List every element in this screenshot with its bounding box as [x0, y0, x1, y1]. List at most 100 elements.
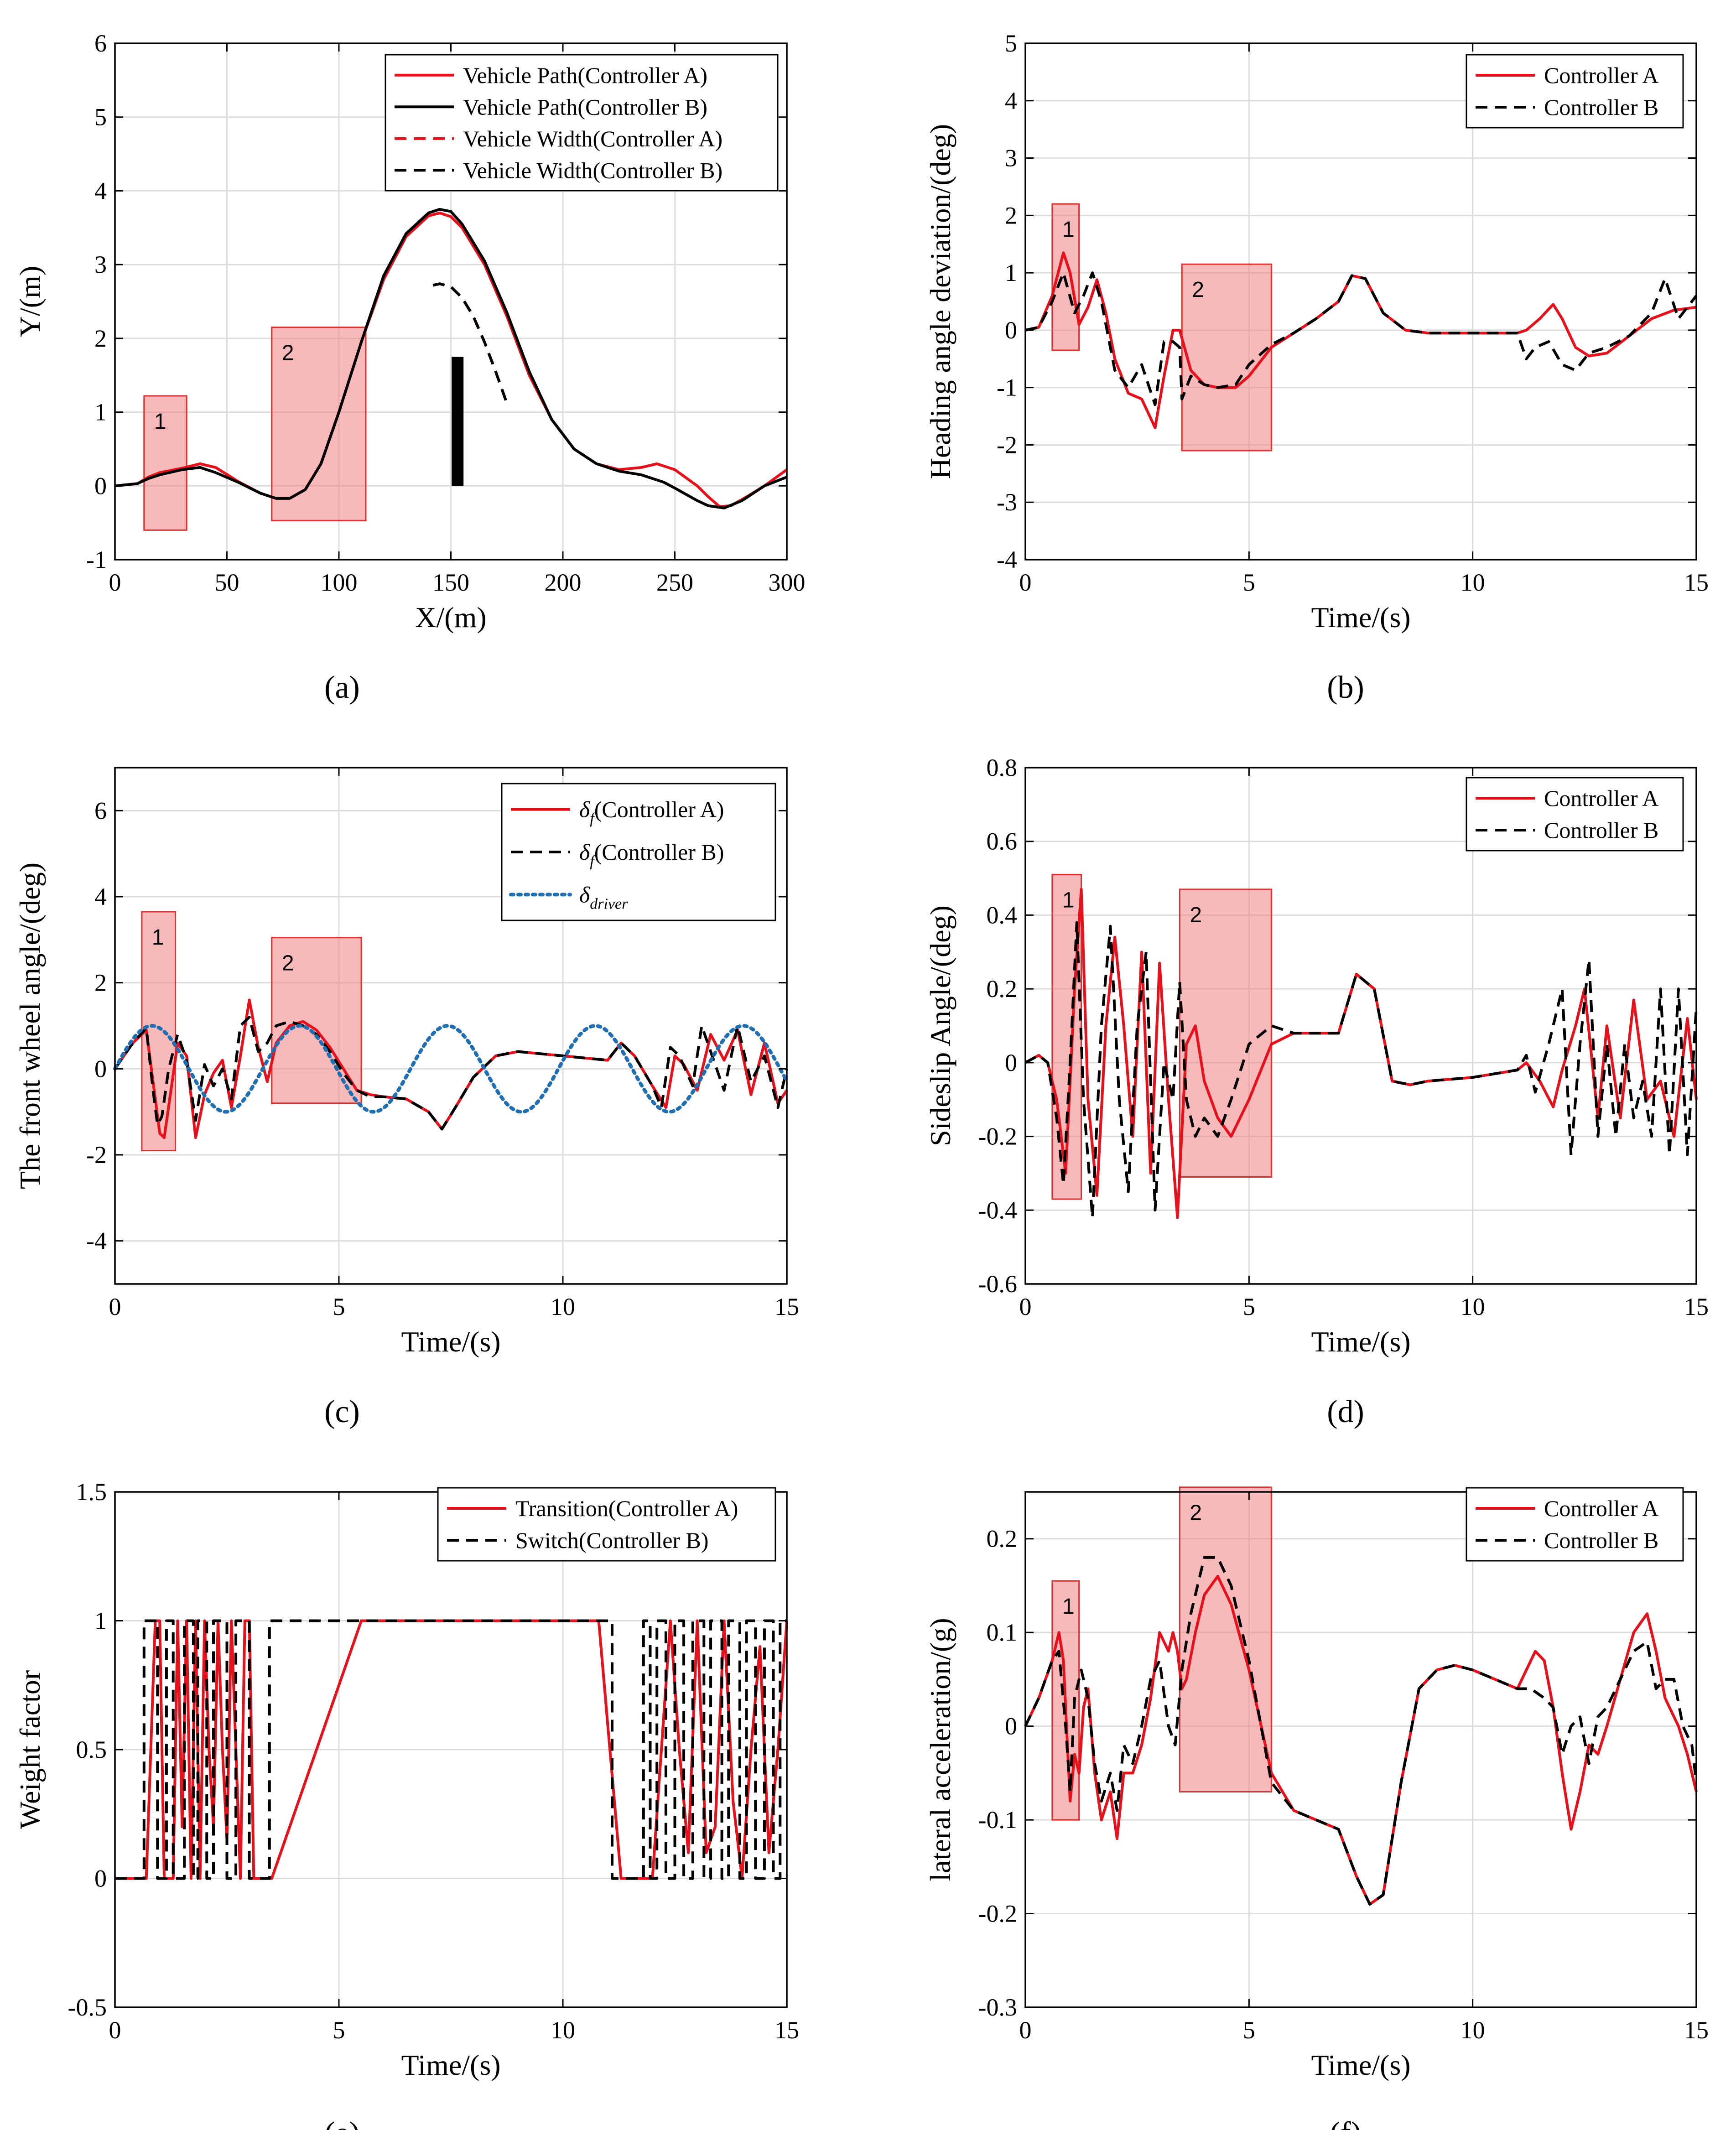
x-tick-label: 5: [333, 1293, 345, 1320]
x-axis-label: X/(m): [415, 601, 486, 634]
y-tick-label: -0.4: [978, 1196, 1017, 1224]
legend-label-2: Controller B: [1544, 94, 1658, 120]
y-axis-label: The front wheel angle/(deg): [14, 862, 46, 1189]
highlight-region-1: [143, 395, 187, 531]
y-tick-label: 0: [94, 472, 107, 499]
legend-label-1: δf(Controller A): [579, 797, 724, 827]
y-tick-label: 2: [94, 969, 107, 997]
y-tick-label: 0.5: [76, 1736, 107, 1763]
x-axis-label: Time/(s): [1311, 1325, 1410, 1358]
series-line-2: [114, 208, 788, 509]
legend-label-2: Switch(Controller B): [515, 1527, 709, 1553]
y-tick-label: 5: [1005, 30, 1017, 57]
y-tick-label: 0: [94, 1865, 107, 1892]
highlight-label-1: 1: [154, 410, 166, 434]
y-tick-label: 4: [94, 883, 107, 910]
y-tick-label: 0: [1005, 1713, 1017, 1740]
x-tick-label: 300: [769, 569, 806, 596]
y-tick-label: -1: [997, 374, 1017, 401]
x-tick-label: 10: [551, 1293, 575, 1320]
y-tick-label: -0.6: [978, 1270, 1017, 1298]
y-tick-label: 0: [1005, 1049, 1017, 1076]
x-tick-label: 0: [1019, 2016, 1032, 2044]
x-tick-label: 100: [321, 569, 358, 596]
y-tick-label: -0.5: [68, 1994, 107, 2021]
y-tick-label: 3: [94, 251, 107, 278]
subplot-c: 1 2 0 5 10 15 -4 -2 0 2 4 6 Time/(s) The front wheel …: [14, 767, 799, 1429]
y-tick-label: 1.5: [76, 1478, 107, 1506]
subplot-d: 1 2 0 5 10 15 -0.6 -0.4 -0.2 0 0.2 0.4 0.6 0.8 Time/(s…: [924, 754, 1709, 1429]
legend-label-1: Controller A: [1544, 62, 1658, 88]
x-tick-label: 15: [1684, 569, 1709, 596]
y-tick-label: 4: [94, 177, 107, 204]
y-tick-label: 3: [1005, 145, 1017, 172]
series-line-1: [114, 211, 788, 508]
legend-box: [385, 54, 779, 192]
obstacle-bar: [452, 357, 464, 486]
legend-label-3: δdriver: [579, 882, 628, 912]
legend-label-1: Controller A: [1544, 1496, 1658, 1521]
y-tick-label: 1: [94, 1607, 107, 1635]
highlight-region-2: [1179, 888, 1272, 1178]
y-tick-label: 2: [1005, 202, 1017, 229]
highlight-label-2: 2: [282, 951, 294, 976]
x-axis-label: Time/(s): [1311, 601, 1410, 634]
subplot-b: 1 2 0 5 10 15 -4 -3 -2 -1 0 1 2 3 4 5 Time/(s) Heading an…: [924, 30, 1709, 705]
highlight-label-1: 1: [1062, 218, 1075, 242]
legend-label-1: Transition(Controller A): [515, 1496, 738, 1521]
y-tick-label: 0.2: [987, 975, 1018, 1003]
x-tick-label: 0: [1019, 569, 1032, 596]
y-tick-label: 1: [94, 399, 107, 426]
series-line-3: [113, 1024, 789, 1114]
axes-frame: [1024, 1491, 1697, 2008]
legend-label-3: Vehicle Width(Controller A): [463, 126, 722, 151]
series-line-2: [1025, 271, 1698, 406]
y-tick-label: 2: [94, 325, 107, 352]
y-tick-label: 0: [94, 1055, 107, 1082]
x-tick-label: 0: [1019, 1293, 1032, 1320]
y-tick-label: -3: [997, 488, 1017, 516]
y-tick-label: -2: [86, 1141, 107, 1169]
y-tick-label: 0.8: [987, 754, 1018, 781]
series-line-2: [115, 1619, 787, 1880]
x-tick-label: 150: [432, 569, 469, 596]
highlight-label-1: 1: [1062, 1595, 1075, 1619]
x-tick-label: 10: [1461, 2016, 1485, 2044]
y-axis-label: lateral acceleration/(g): [924, 1618, 956, 1881]
series-line-1: [115, 1619, 788, 1880]
y-tick-label: 6: [94, 30, 107, 57]
axes-frame: [114, 767, 788, 1285]
x-tick-label: 15: [774, 2016, 799, 2044]
legend-box: [1466, 1487, 1684, 1562]
series-line-4: [432, 282, 509, 404]
highlight-label-2: 2: [1190, 1501, 1202, 1525]
x-tick-label: 15: [1684, 1293, 1709, 1320]
highlight-label-2: 2: [1190, 903, 1202, 927]
y-tick-label: -0.3: [978, 1994, 1017, 2021]
legend-box: [501, 783, 776, 921]
subplot-caption: (d): [1327, 1394, 1364, 1429]
y-tick-label: -0.1: [978, 1806, 1017, 1834]
x-tick-label: 5: [333, 2016, 345, 2044]
legend-box: [1466, 777, 1684, 852]
y-tick-label: -0.2: [978, 1900, 1017, 1927]
x-axis-label: Time/(s): [1311, 2049, 1410, 2081]
y-tick-label: 0.4: [987, 901, 1018, 929]
y-tick-label: 0.6: [987, 828, 1018, 855]
y-tick-label: 1: [1005, 259, 1017, 286]
x-tick-label: 15: [774, 1293, 799, 1320]
x-tick-label: 15: [1684, 2016, 1709, 2044]
legend-label-1: Controller A: [1544, 785, 1658, 811]
highlight-label-1: 1: [1062, 888, 1075, 912]
legend-label-4: Vehicle Width(Controller B): [463, 157, 722, 183]
x-tick-label: 50: [215, 569, 239, 596]
subplot-f: 1 2 0 5 10 15 -0.3 -0.2 -0.1 0 0.1 0.2 Time/(s) later…: [924, 1486, 1709, 2130]
x-tick-label: 200: [545, 569, 582, 596]
axes-frame: [1024, 767, 1697, 1285]
plot-area: [1025, 1492, 1696, 2007]
highlight-label-2: 2: [282, 341, 294, 365]
subplot-a: 120 50 100 150 200 250 300-10123456X/(m)Y/(m)(…: [14, 30, 806, 705]
highlight-label-1: 1: [152, 925, 164, 950]
y-tick-label: -4: [997, 546, 1017, 573]
